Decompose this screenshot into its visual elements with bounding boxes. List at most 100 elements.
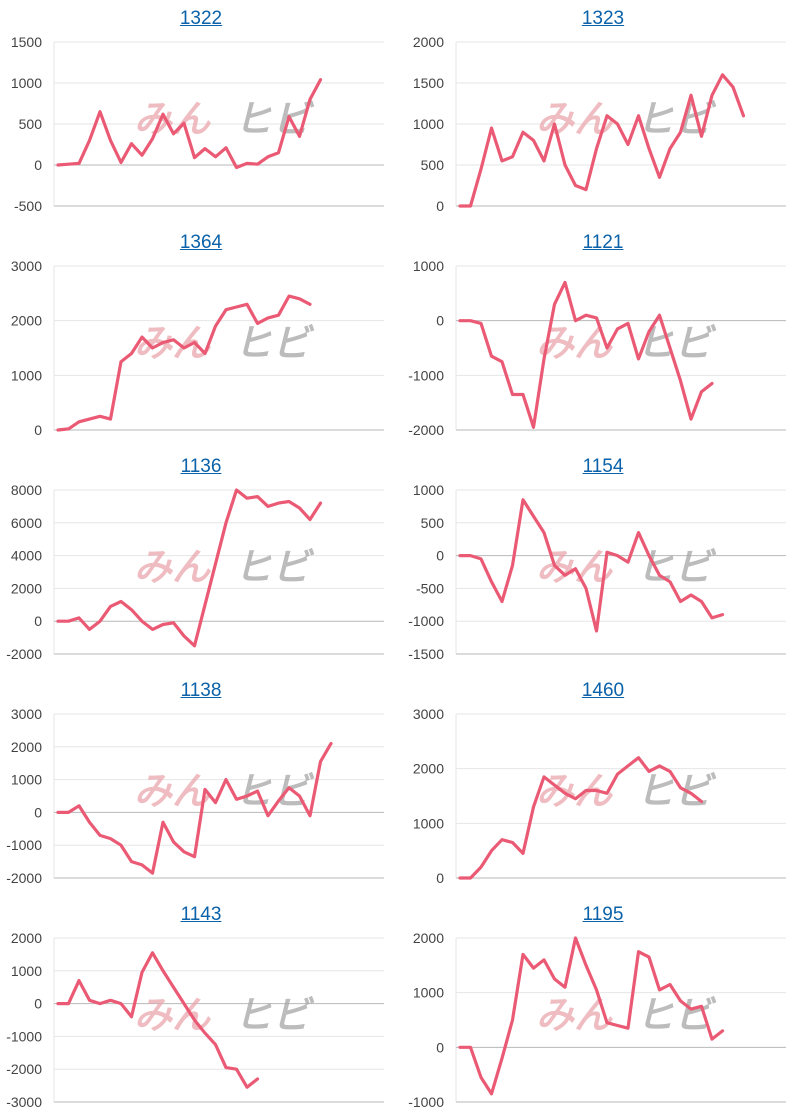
watermark-logo: みん ヒビ [134, 993, 315, 1037]
chart-title-link[interactable]: 1322 [179, 8, 223, 29]
y-tick-label: 1000 [413, 815, 444, 831]
y-tick-label: -1000 [408, 613, 444, 629]
y-tick-label: 1500 [11, 34, 42, 50]
y-tick-label: 0 [436, 870, 444, 886]
y-tick-label: 0 [34, 996, 42, 1012]
y-tick-label: 0 [34, 613, 42, 629]
y-tick-label: 1000 [11, 367, 42, 383]
y-tick-label: 1000 [413, 985, 444, 1001]
line-chart: 3000 2000 1000 0 -1000 -2000 みん ヒビ [6, 706, 384, 886]
y-tick-label: 0 [436, 1039, 444, 1055]
chart-title-link[interactable]: 1460 [581, 680, 625, 701]
y-tick-label: 3000 [413, 706, 444, 722]
line-chart: 3000 2000 1000 0 みん ヒビ [413, 706, 786, 886]
y-tick-label: 1500 [413, 75, 444, 91]
y-tick-label: -2000 [6, 1061, 42, 1077]
y-tick-label: -1000 [6, 1028, 42, 1044]
y-tick-label: 0 [34, 422, 42, 438]
series-line [56, 951, 260, 1089]
watermark-logo: みん ヒビ [536, 97, 717, 141]
chart-panel-1322: 1322 1500 1000 500 0 -500 みん ヒビ [0, 0, 402, 224]
series-line [458, 936, 725, 1096]
line-chart: 2000 1500 1000 500 0 みん ヒビ [413, 34, 786, 214]
series-line [56, 488, 323, 648]
y-tick-label: -3000 [6, 1094, 42, 1110]
svg-text:みん: みん [134, 545, 211, 589]
y-tick-label: 8000 [11, 482, 42, 498]
line-chart: 8000 6000 4000 2000 0 -2000 みん ヒビ [6, 482, 384, 662]
y-tick-label: 3000 [11, 706, 42, 722]
y-tick-label: -1000 [408, 367, 444, 383]
y-tick-label: 1000 [413, 258, 444, 274]
y-tick-label: 0 [34, 804, 42, 820]
line-chart: 1000 0 -1000 -2000 みん ヒビ [408, 258, 786, 438]
chart-panel-1136: 1136 8000 6000 4000 2000 0 -2000 みん ヒビ [0, 448, 402, 672]
y-tick-label: 1000 [11, 772, 42, 788]
y-tick-label: 2000 [413, 761, 444, 777]
y-tick-label: 1000 [413, 482, 444, 498]
series-line [458, 280, 714, 429]
series-line [458, 498, 725, 633]
y-tick-label: -2000 [408, 422, 444, 438]
y-tick-label: 2000 [11, 930, 42, 946]
chart-title-link[interactable]: 1154 [582, 456, 624, 477]
chart-title-link[interactable]: 1364 [179, 232, 223, 253]
y-tick-label: 0 [436, 313, 444, 329]
y-tick-label: -500 [14, 198, 42, 214]
y-tick-label: -2000 [6, 870, 42, 886]
chart-panel-1195: 1195 2000 1000 0 -1000 みん ヒビ [402, 896, 804, 1120]
y-tick-label: -1500 [408, 646, 444, 662]
svg-text:みん: みん [134, 993, 211, 1037]
watermark-logo: みん ヒビ [134, 545, 315, 589]
y-tick-label: 2000 [11, 313, 42, 329]
y-tick-label: -1000 [6, 837, 42, 853]
svg-text:ヒビ: ヒビ [234, 321, 315, 365]
svg-text:ヒビ: ヒビ [636, 769, 717, 813]
watermark-logo: みん ヒビ [134, 769, 315, 813]
y-tick-label: 4000 [11, 548, 42, 564]
line-chart: 2000 1000 0 -1000 みん ヒビ [408, 930, 786, 1110]
y-tick-label: 2000 [11, 739, 42, 755]
watermark-logo: みん ヒビ [536, 769, 717, 813]
chart-panel-1121: 1121 1000 0 -1000 -2000 みん ヒビ [402, 224, 804, 448]
chart-title-link[interactable]: 1143 [180, 904, 222, 925]
y-tick-label: 0 [34, 157, 42, 173]
svg-text:ヒビ: ヒビ [636, 321, 717, 365]
y-tick-label: 6000 [11, 515, 42, 531]
chart-title-link[interactable]: 1323 [581, 8, 625, 29]
chart-title-link[interactable]: 1136 [180, 456, 222, 477]
y-tick-label: 2000 [413, 34, 444, 50]
chart-panel-1323: 1323 2000 1500 1000 500 0 みん ヒビ [402, 0, 804, 224]
y-tick-label: 3000 [11, 258, 42, 274]
svg-text:ヒビ: ヒビ [636, 545, 717, 589]
y-tick-label: -1000 [408, 1094, 444, 1110]
y-tick-label: 500 [421, 515, 445, 531]
watermark-logo: みん ヒビ [536, 321, 717, 365]
watermark-logo: みん ヒビ [536, 545, 717, 589]
chart-panel-1154: 1154 1000 500 0 -500 -1000 -1500 みん ヒビ [402, 448, 804, 672]
chart-title-link[interactable]: 1121 [582, 232, 624, 253]
series-line [56, 294, 312, 432]
chart-panel-1143: 1143 2000 1000 0 -1000 -2000 -3000 みん ヒビ [0, 896, 402, 1120]
y-tick-label: 1000 [413, 116, 444, 132]
y-tick-label: -2000 [6, 646, 42, 662]
series-line [458, 73, 746, 208]
series-line [56, 741, 333, 875]
y-tick-label: 0 [436, 198, 444, 214]
chart-title-link[interactable]: 1138 [180, 680, 222, 701]
y-tick-label: -500 [416, 580, 444, 596]
y-tick-label: 2000 [11, 580, 42, 596]
watermark-logo: みん ヒビ [536, 993, 717, 1037]
series-line [458, 756, 704, 880]
svg-text:みん: みん [134, 769, 211, 813]
line-chart: 1000 500 0 -500 -1000 -1500 みん ヒビ [408, 482, 786, 662]
y-tick-label: 500 [421, 157, 445, 173]
chart-panel-1138: 1138 3000 2000 1000 0 -1000 -2000 みん ヒビ [0, 672, 402, 896]
y-tick-label: 1000 [11, 75, 42, 91]
y-tick-label: 0 [436, 548, 444, 564]
chart-title-link[interactable]: 1195 [582, 904, 624, 925]
line-chart: 2000 1000 0 -1000 -2000 -3000 みん ヒビ [6, 930, 384, 1110]
